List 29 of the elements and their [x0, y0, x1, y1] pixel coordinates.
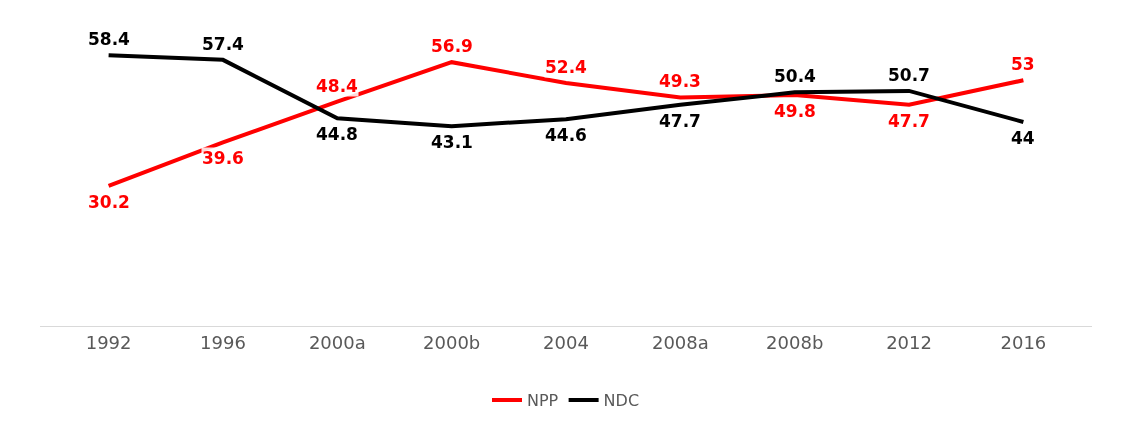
data-label: 44.6 [545, 125, 587, 145]
data-label: 50.4 [774, 66, 817, 86]
data-label: 56.9 [431, 36, 473, 56]
x-tick-label: 2000b [423, 331, 481, 353]
legend-label: NDC [603, 391, 640, 411]
x-tick-label: 2012 [886, 331, 932, 353]
data-label: 57.4 [202, 34, 245, 54]
x-tick-label: 2004 [543, 331, 589, 353]
x-tick-label: 2008a [651, 331, 709, 353]
data-label: 30.2 [88, 192, 130, 212]
x-tick-label: 2016 [1000, 331, 1047, 353]
data-label: 44 [1011, 128, 1035, 148]
data-label: 48.4 [316, 76, 359, 96]
data-label: 49.8 [774, 101, 816, 121]
data-label: 47.7 [888, 111, 930, 131]
data-label: 58.4 [88, 29, 131, 49]
legend-label: NPP [527, 391, 559, 411]
data-label: 44.8 [316, 124, 358, 144]
data-label: 53 [1011, 54, 1035, 74]
data-label: 49.3 [659, 71, 701, 91]
data-label: 47.7 [659, 111, 701, 131]
data-label: 43.1 [431, 132, 473, 152]
x-tick-label: 2000a [308, 331, 366, 353]
x-tick-label: 1996 [200, 331, 246, 353]
data-label: 39.6 [202, 148, 244, 168]
data-label: 50.7 [888, 65, 930, 85]
x-tick-label: 2008b [766, 331, 824, 353]
data-label: 52.4 [545, 57, 588, 77]
x-tick-label: 1992 [85, 331, 132, 353]
